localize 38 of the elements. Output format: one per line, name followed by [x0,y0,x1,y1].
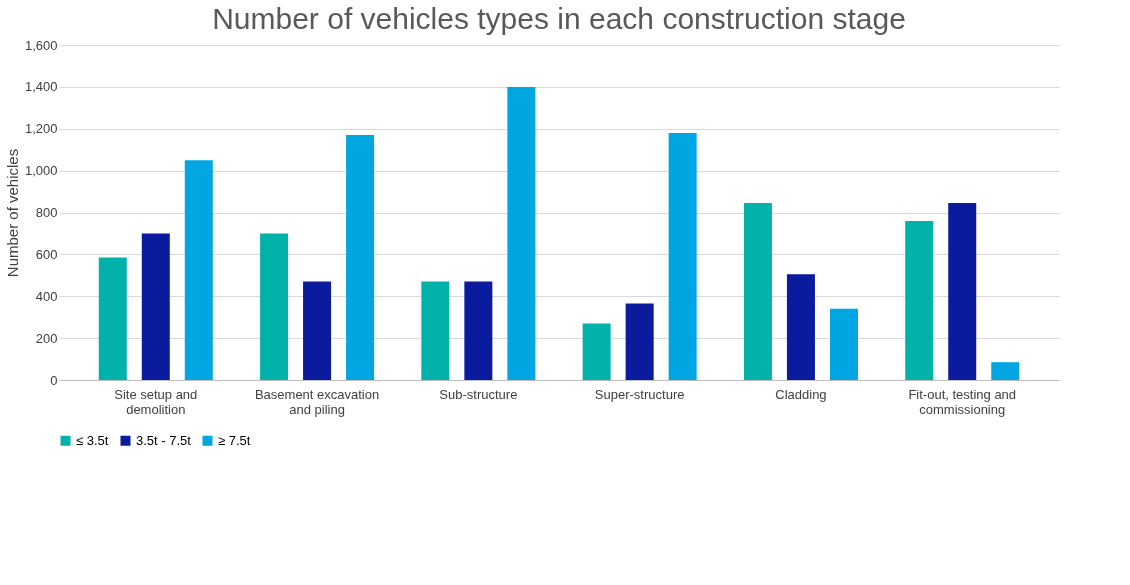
bar [346,135,375,380]
bar [668,132,697,380]
bar [464,281,493,380]
bar [507,86,536,380]
y-tick-label: 1,200 [24,121,58,137]
legend-label: 3.5t - 7.5t [136,432,192,448]
bar [303,281,332,380]
y-tick-label: 1,600 [24,37,58,53]
y-tick-label: 400 [35,288,58,304]
y-tick-label: 600 [35,246,58,262]
y-tick-label: 1,000 [24,163,58,179]
bar [743,203,772,380]
y-axis-title: Number of vehicles [3,148,21,278]
y-tick-label: 0 [50,372,58,388]
bar [421,281,450,380]
bar [582,323,611,380]
bar [625,303,654,380]
bar [141,233,170,380]
x-tick-label: Site setup and demolition [114,386,198,417]
bar [786,274,815,380]
bar [260,233,289,380]
bar [948,203,977,380]
x-tick-label: Super-structure [594,386,685,402]
bar [184,160,213,380]
y-tick-label: 1,400 [24,79,58,95]
y-tick-label: 800 [35,205,58,220]
bar [98,257,127,380]
x-tick-label: Sub-structure [439,386,518,402]
legend-label: ≤ 3.5t [76,432,109,448]
chart-title: Number of vehicles types in each construction stage [212,2,906,35]
x-tick-label: Cladding [775,386,827,402]
y-tick-label: 200 [35,330,58,346]
bar [991,362,1020,380]
bar [829,308,858,380]
bar [905,220,934,380]
legend-label: ≥ 7.5t [218,432,251,448]
x-tick-label: Fit-out, testing and commissioning [908,386,1017,417]
x-tick-label: Basement excavation and piling [254,386,380,417]
